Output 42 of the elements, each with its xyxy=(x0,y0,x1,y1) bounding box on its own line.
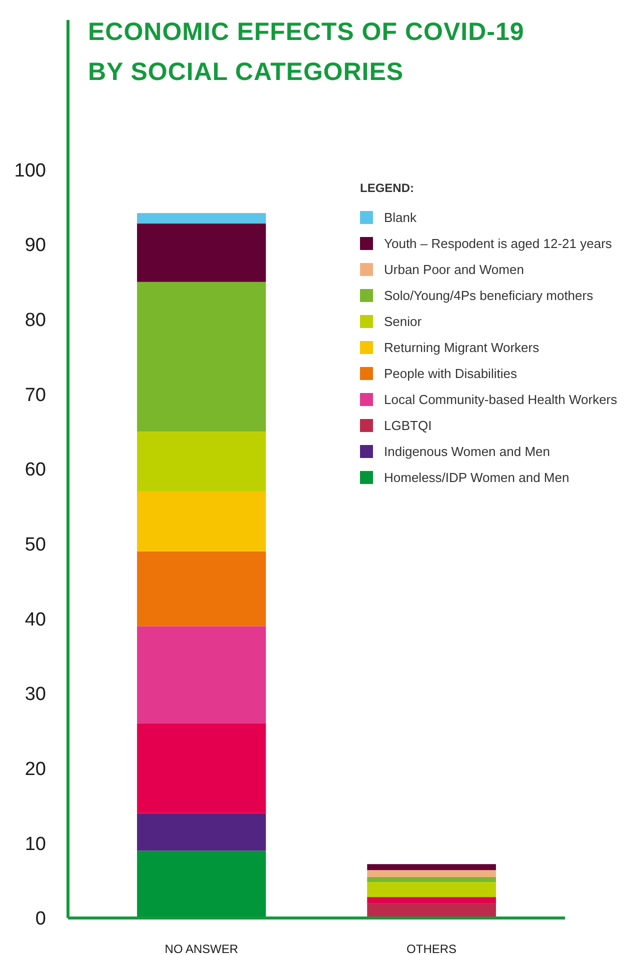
y-tick-label: 70 xyxy=(24,384,46,406)
bar xyxy=(137,282,266,432)
bar xyxy=(137,213,266,224)
bar xyxy=(367,903,496,918)
legend-label: Solo/Young/4Ps beneficiary mothers xyxy=(384,288,594,304)
y-tick-label: 30 xyxy=(24,684,46,706)
y-tick-label: 50 xyxy=(24,534,46,556)
legend-label: Youth – Respodent is aged 12-21 years xyxy=(384,236,612,252)
legend-label: Local Community-based Health Workers xyxy=(384,392,618,408)
y-tick-label: 90 xyxy=(24,235,46,256)
legend-label: People with Disabilities xyxy=(384,366,518,382)
bar xyxy=(367,864,496,870)
legend-label: Senior xyxy=(384,314,422,330)
y-tick-label: 40 xyxy=(24,609,46,630)
bar xyxy=(367,870,496,877)
bar xyxy=(137,224,266,282)
bar xyxy=(137,813,266,851)
bar xyxy=(367,897,496,904)
legend-label: Returning Migrant Workers xyxy=(384,340,540,356)
bar xyxy=(367,882,496,898)
text: ECONOMIC EFFECTS OF COVID-19 BY SOCIAL CATEGORIES xyxy=(88,18,524,86)
x-tick-label: OTHERS xyxy=(406,942,457,955)
y-tick-label: 10 xyxy=(24,834,46,855)
legend-title: LEGEND: xyxy=(360,181,414,195)
legend-label: Homeless/IDP Women and Men xyxy=(384,470,570,486)
y-tick-label: 0 xyxy=(35,908,46,930)
legend-label: LGBTQI xyxy=(384,418,432,434)
bar xyxy=(137,432,266,492)
bar xyxy=(137,723,266,814)
y-tick-label: 20 xyxy=(24,758,46,780)
y-tick-label: 100 xyxy=(14,160,46,182)
bar xyxy=(367,876,496,882)
y-tick-label: 80 xyxy=(24,310,46,331)
bar xyxy=(137,850,266,918)
y-tick-label: 60 xyxy=(24,460,46,481)
bar xyxy=(137,626,266,724)
legend-label: Blank xyxy=(384,210,418,226)
x-tick-label: NO ANSWER xyxy=(164,942,238,955)
bar xyxy=(137,491,266,552)
bar xyxy=(137,551,266,626)
legend-label: Indigenous Women and Men xyxy=(384,444,550,460)
legend-label: Urban Poor and Women xyxy=(384,262,524,278)
